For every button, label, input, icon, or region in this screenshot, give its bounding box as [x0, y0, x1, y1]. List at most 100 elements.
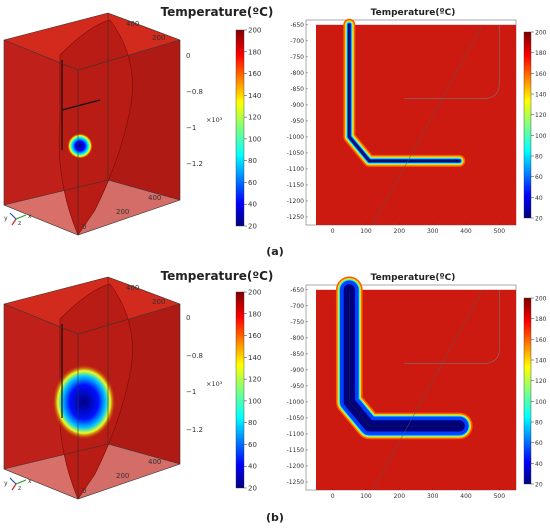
- axis-triad-a: y z x: [4, 212, 32, 227]
- triad-y-a: y: [4, 215, 8, 222]
- colorbar-tick-label: 60: [535, 440, 543, 447]
- x-tick-label: 300: [427, 493, 439, 500]
- triad-y-b: y: [4, 480, 8, 487]
- colorbar-tick-label: 60: [248, 441, 257, 449]
- y-tick-label: -700: [290, 303, 304, 310]
- y-tick-label: -800: [290, 335, 304, 342]
- tick-depth-12: −1.2: [186, 160, 203, 168]
- x-tick-label: 400: [460, 493, 472, 500]
- panel-a-2d-title: Temperature(ºC): [371, 8, 456, 18]
- y-tick-label: -850: [290, 351, 304, 358]
- x-tick-label: 0: [331, 493, 335, 500]
- colorbar-tick-label: 80: [248, 419, 257, 427]
- y-tick-label: -900: [290, 367, 304, 374]
- triad-z-a: z: [18, 220, 21, 227]
- y-tick-label: -700: [290, 38, 304, 45]
- colorbar-tick-label: 200: [535, 30, 547, 37]
- tick-bottom-200-b: 200: [116, 472, 129, 480]
- colorbar-tick-label: 180: [535, 50, 547, 57]
- reference-line: [404, 24, 500, 99]
- colorbar-tick-label: 40: [535, 461, 543, 468]
- colorbar-tick-label: 120: [248, 114, 261, 122]
- tick-top-200-b: 200: [152, 298, 165, 306]
- tick-bottom-0: 0: [82, 223, 86, 231]
- colorbar-tick-label: 60: [535, 174, 543, 181]
- colorbar-tick-label: 20: [248, 485, 257, 493]
- colorbar-b-right-ticks: 20 40 60 80 100 120 140 160 180 200: [531, 296, 547, 489]
- y-tick-label: -1050: [287, 150, 305, 157]
- triad-x-a: x: [28, 213, 32, 220]
- tick-top-400: 400: [126, 20, 139, 28]
- y-tick-label: -1000: [287, 399, 305, 406]
- colorbar-tick-label: 120: [535, 378, 547, 385]
- fracture-line: [372, 289, 483, 491]
- colorbar-tick-label: 200: [248, 27, 261, 35]
- box-edges: [3, 12, 181, 236]
- panel-a-3d: Temperature(ºC) 200 400 0 −0.8 −1 −1.2 ×…: [3, 5, 273, 236]
- y-tick-label: -800: [290, 70, 304, 77]
- y-tick-label: -950: [290, 118, 304, 125]
- colorbar-tick-label: 100: [535, 399, 547, 406]
- y-tick-label: -900: [290, 102, 304, 109]
- tick-top-200: 200: [152, 34, 165, 42]
- y-tick-label: -1100: [287, 431, 305, 438]
- colorbar-tick-label: 160: [535, 337, 547, 344]
- tick-depth-0-b: 0: [186, 314, 190, 322]
- tick-bottom-0-b: 0: [82, 487, 86, 495]
- x-tick-label: 0: [331, 228, 335, 235]
- colorbar-b-right: [523, 297, 532, 485]
- colorbar-tick-label: 40: [248, 201, 257, 209]
- y-tick-label: -1200: [287, 198, 305, 205]
- panel-a-2d: Temperature(ºC) -650 -700 -750 -800 -850 -900…: [287, 8, 547, 235]
- y-tick-label: -1250: [287, 479, 305, 486]
- colorbar-tick-label: 80: [535, 420, 543, 427]
- y-tick-label: -950: [290, 383, 304, 390]
- y-tick-label: -1000: [287, 134, 305, 141]
- colorbar-a-left-ticks: 20 40 60 80 100 120 140 160 180 200: [244, 27, 261, 231]
- colorbar-tick-label: 80: [248, 157, 257, 165]
- heat-plume-a: [67, 133, 93, 159]
- tick-depth-08: −0.8: [186, 88, 203, 96]
- box-front-face-b: [4, 304, 78, 499]
- box-front-face: [4, 40, 78, 235]
- heatmap-plot-a: -650 -700 -750 -800 -850 -900 -950 -1000 -1050 -1…: [287, 18, 517, 235]
- x-tick-label: 200: [394, 228, 406, 235]
- x-tick-label: 200: [394, 493, 406, 500]
- tick-depth-08-b: −0.8: [186, 352, 203, 360]
- tick-depth-1-b: −1: [186, 388, 196, 396]
- well-lateral-a: [61, 99, 101, 111]
- colorbar-tick-label: 40: [248, 463, 257, 471]
- y-tick-label: -850: [290, 86, 304, 93]
- tick-depth-1: −1: [186, 124, 196, 132]
- colorbar-b-left-ticks: 20 40 60 80 100 120 140 160 180 200: [244, 289, 261, 493]
- colorbar-a-left: [235, 29, 245, 227]
- colorbar-tick-label: 200: [535, 296, 547, 303]
- panel-b-2d-title: Temperature(ºC): [371, 273, 456, 283]
- axis-triad-b: y z x: [4, 477, 32, 492]
- well-path: [349, 289, 460, 427]
- colorbar-tick-label: 120: [535, 112, 547, 119]
- reference-line: [404, 289, 500, 364]
- colorbar-tick-label: 100: [248, 397, 261, 405]
- colorbar-tick-label: 160: [248, 70, 261, 78]
- x-tick-label: 500: [494, 493, 506, 500]
- tick-bottom-400-b: 400: [148, 458, 161, 466]
- tick-bottom-400: 400: [148, 194, 161, 202]
- x-tick-label: 500: [494, 228, 506, 235]
- y-tick-label: -650: [290, 22, 304, 29]
- x-tick-label: 400: [460, 228, 472, 235]
- y-tick-label: -1100: [287, 166, 305, 173]
- colorbar-tick-label: 180: [248, 48, 261, 56]
- well-path: [349, 24, 460, 162]
- x-tick-label: 100: [360, 493, 372, 500]
- colorbar-tick-label: 20: [535, 482, 543, 489]
- colorbar-tick-label: 100: [248, 135, 261, 143]
- y-tick-label: -750: [290, 319, 304, 326]
- panel-b-2d: Temperature(ºC) -650 -700 -750 -800 -850 -900…: [287, 273, 547, 500]
- colorbar-tick-label: 140: [535, 92, 547, 99]
- colorbar-tick-label: 200: [248, 289, 261, 297]
- tick-bottom-200: 200: [116, 208, 129, 216]
- colorbar-b-left: [235, 291, 245, 489]
- caption-b: (b): [266, 511, 284, 524]
